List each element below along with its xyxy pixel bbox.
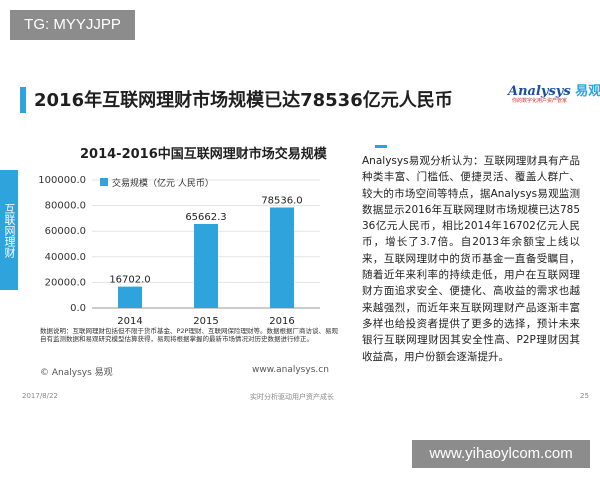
analysis-accent — [375, 145, 387, 148]
y-tick-label: 40000.0 — [45, 252, 86, 263]
analysys-logo: Analysys 易观 你的数字化用户资产管家 — [508, 80, 600, 110]
bar — [118, 286, 142, 308]
logo-cn: 易观 — [575, 84, 600, 99]
logo-tagline: 你的数字化用户资产管家 — [512, 98, 568, 104]
footer-slogan: 实时分析驱动用户资产成长 — [250, 393, 334, 401]
y-tick-label: 60000.0 — [45, 226, 86, 237]
site-watermark: www.yihaoylcom.com — [412, 440, 590, 468]
analysis-text: Analysys易观分析认为：互联网理财具有产品种类丰富、门槛低、便捷灵活、覆盖… — [362, 155, 580, 363]
page-title: 2016年互联网理财市场规模已达78536亿元人民币 — [34, 90, 453, 111]
x-tick-label: 2015 — [193, 316, 218, 327]
website-label: www.analysys.cn — [252, 365, 329, 375]
bar — [194, 223, 218, 308]
copyright: © Analysys 易观 — [40, 368, 113, 378]
x-tick-label: 2016 — [269, 316, 294, 327]
logo-name: Analysys — [508, 84, 571, 99]
legend-swatch — [100, 178, 108, 186]
legend-entry: 交易规模（亿元 人民币） — [112, 177, 214, 189]
data-label: 65662.3 — [185, 212, 226, 223]
footer-date: 2017/8/22 — [22, 392, 58, 400]
title-accent-bar — [20, 87, 26, 113]
y-tick-label: 0.0 — [70, 303, 86, 314]
y-tick-label: 100000.0 — [38, 175, 86, 186]
bar-chart: 0.0 20000.0 40000.0 60000.0 80000.0 100000.0 1… — [38, 175, 320, 327]
chart-title: 2014-2016中国互联网理财市场交易规模 — [80, 147, 327, 162]
side-section-tab: 互联网理财 — [0, 170, 18, 290]
data-label: 16702.0 — [109, 275, 150, 286]
y-tick-label: 80000.0 — [45, 201, 86, 212]
bar — [270, 207, 294, 308]
data-label: 78536.0 — [261, 195, 302, 206]
y-tick-label: 20000.0 — [45, 277, 86, 288]
x-tick-label: 2014 — [117, 316, 142, 327]
channel-badge: TG: MYYJJPP — [10, 10, 135, 40]
page-number: 25 — [580, 392, 589, 400]
logo-wordmark: Analysys 易观 — [508, 80, 600, 99]
data-note: 数据说明：互联网理财包括但不限于货币基金、P2P理财、互联网保险理财等。数据根据… — [40, 327, 338, 343]
